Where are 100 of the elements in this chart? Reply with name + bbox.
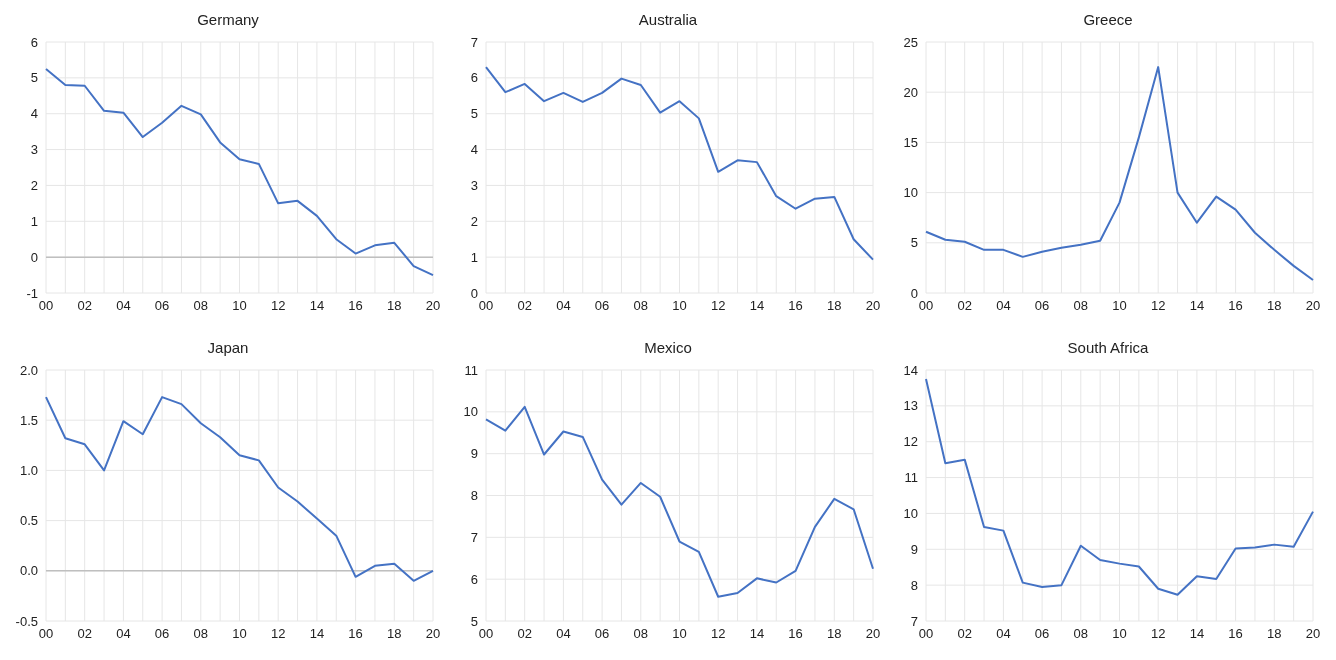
x-tick-label: 10 <box>232 626 247 642</box>
y-tick-label: 8 <box>470 488 478 504</box>
y-tick-label: 7 <box>470 34 478 50</box>
chart-title: Mexico <box>643 338 693 358</box>
x-tick-label: 04 <box>996 298 1011 314</box>
y-tick-label: 10 <box>903 185 918 201</box>
x-tick-label: 20 <box>865 298 881 314</box>
x-tick-label: 02 <box>517 626 532 642</box>
y-tick-label: 9 <box>910 541 918 557</box>
y-tick-label: 2 <box>470 213 478 229</box>
x-tick-label: 00 <box>478 626 494 642</box>
x-tick-label: 04 <box>116 298 131 314</box>
x-tick-label: 02 <box>957 298 972 314</box>
x-tick-label: 12 <box>1150 298 1166 314</box>
x-tick-label: 16 <box>348 298 363 314</box>
y-tick-label: 10 <box>903 506 918 522</box>
x-tick-label: 06 <box>1034 298 1050 314</box>
line-series <box>45 67 434 277</box>
x-tick-label: 10 <box>672 626 687 642</box>
x-tick-label: 12 <box>710 298 726 314</box>
x-tick-label: 04 <box>556 298 571 314</box>
x-tick-label: 06 <box>154 298 170 314</box>
y-tick-label: 2 <box>30 178 38 194</box>
line-series <box>925 66 1314 281</box>
y-tick-label: 13 <box>903 398 918 414</box>
x-tick-label: 20 <box>1305 626 1321 642</box>
x-tick-label: 02 <box>517 298 532 314</box>
x-tick-label: 04 <box>996 626 1011 642</box>
x-tick-label: 08 <box>193 298 209 314</box>
x-tick-label: 08 <box>1073 626 1089 642</box>
y-tick-label: 11 <box>464 362 478 378</box>
line-series <box>45 396 434 582</box>
x-tick-label: 08 <box>633 626 649 642</box>
y-tick-label: 1 <box>470 249 478 265</box>
x-tick-label: 06 <box>594 298 610 314</box>
x-tick-label: 18 <box>1267 626 1282 642</box>
y-tick-label: 7 <box>470 529 478 545</box>
x-tick-label: 08 <box>193 626 209 642</box>
y-tick-label: 6 <box>30 34 38 50</box>
x-tick-label: 20 <box>425 298 441 314</box>
y-tick-label: 0 <box>910 285 918 301</box>
y-tick-label: 12 <box>903 434 918 450</box>
chart-title: Germany <box>196 10 260 30</box>
y-tick-label: 6 <box>470 70 478 86</box>
x-tick-label: 20 <box>425 626 441 642</box>
x-tick-label: 12 <box>270 298 286 314</box>
line-series <box>485 405 874 598</box>
x-tick-label: 00 <box>38 626 54 642</box>
x-tick-label: 16 <box>1228 626 1243 642</box>
y-tick-label: 3 <box>470 178 478 194</box>
x-tick-label: 02 <box>77 626 92 642</box>
x-tick-label: 00 <box>478 298 494 314</box>
y-tick-label: 1.5 <box>19 412 38 428</box>
x-tick-label: 10 <box>1112 626 1127 642</box>
x-tick-label: 16 <box>1228 298 1243 314</box>
x-tick-label: 16 <box>348 626 363 642</box>
y-tick-label: 5 <box>470 613 478 629</box>
x-tick-label: 04 <box>556 626 571 642</box>
x-tick-label: 04 <box>116 626 131 642</box>
x-tick-label: 16 <box>788 626 803 642</box>
x-tick-label: 02 <box>77 298 92 314</box>
x-tick-label: 16 <box>788 298 803 314</box>
chart-title: South Africa <box>1066 338 1150 358</box>
x-tick-label: 18 <box>1267 298 1282 314</box>
y-tick-label: 20 <box>903 84 918 100</box>
chart-title: Australia <box>637 10 699 30</box>
x-tick-label: 18 <box>827 298 842 314</box>
x-tick-label: 14 <box>309 298 325 314</box>
x-tick-label: 18 <box>387 626 402 642</box>
y-tick-label: 0.5 <box>19 513 38 529</box>
y-tick-label: 15 <box>903 135 918 151</box>
y-tick-label: 0.0 <box>19 563 38 579</box>
x-tick-label: 02 <box>957 626 972 642</box>
y-tick-label: 1.0 <box>19 463 38 479</box>
x-tick-label: 14 <box>309 626 325 642</box>
y-tick-label: 2.0 <box>19 362 38 378</box>
x-tick-label: 06 <box>1034 626 1050 642</box>
y-tick-label: 10 <box>463 404 478 420</box>
x-tick-label: 08 <box>1073 298 1089 314</box>
x-tick-label: 00 <box>38 298 54 314</box>
y-tick-label: 4 <box>470 142 478 158</box>
y-tick-label: 0 <box>30 249 38 265</box>
x-tick-label: 10 <box>232 298 247 314</box>
y-tick-label: 6 <box>470 571 478 587</box>
x-tick-label: 18 <box>827 626 842 642</box>
y-tick-label: 3 <box>30 142 38 158</box>
line-series <box>925 377 1314 596</box>
x-tick-label: 06 <box>154 626 170 642</box>
x-tick-label: 14 <box>1189 626 1205 642</box>
line-series <box>485 66 874 261</box>
x-tick-label: 10 <box>672 298 687 314</box>
x-tick-label: 08 <box>633 298 649 314</box>
y-tick-label: 5 <box>910 235 918 251</box>
y-tick-label: 5 <box>470 106 478 122</box>
x-tick-label: 14 <box>749 298 765 314</box>
x-tick-label: 20 <box>865 626 881 642</box>
y-tick-label: 1 <box>30 213 38 229</box>
x-tick-label: 14 <box>1189 298 1205 314</box>
y-tick-label: 7 <box>910 613 918 629</box>
chart-title: Japan <box>206 338 250 358</box>
